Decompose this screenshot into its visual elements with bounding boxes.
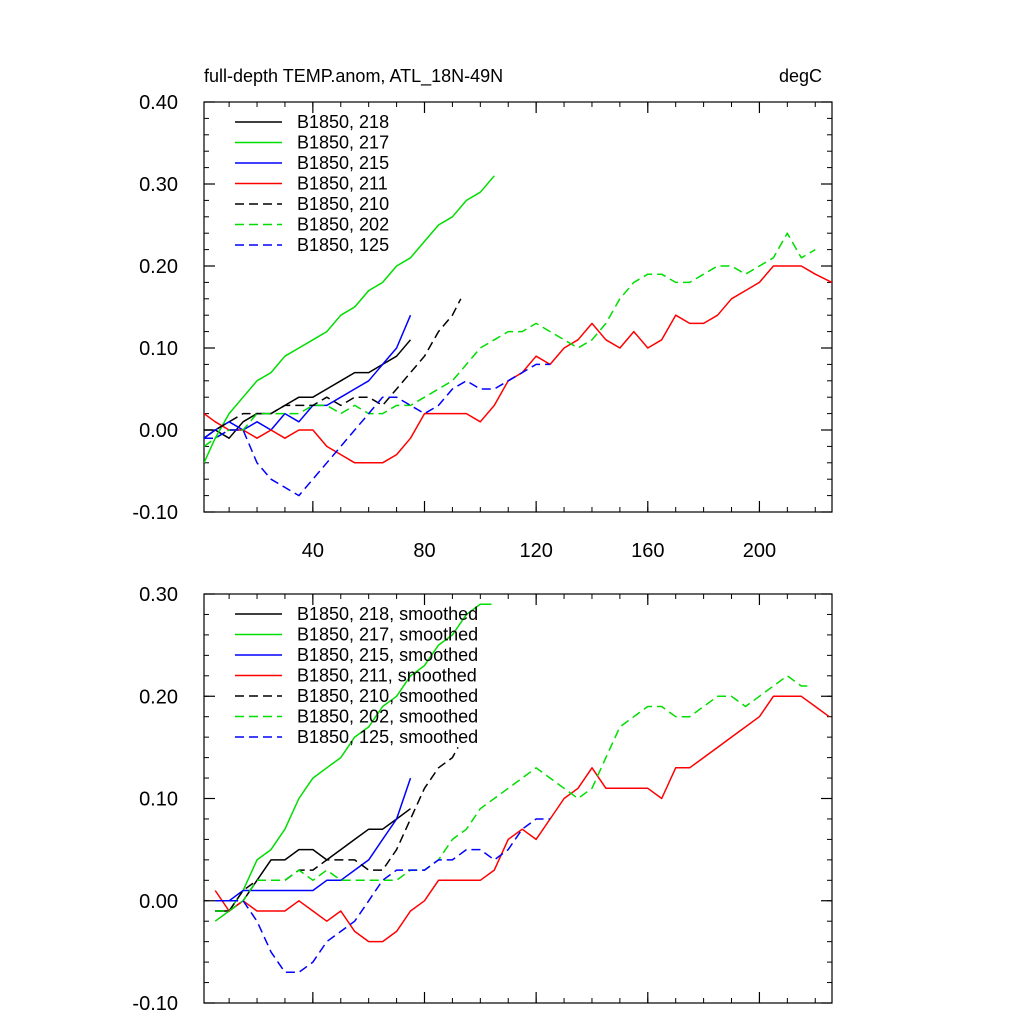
panel-2: -0.10 0.00 0.10 0.20 0.30 B1850, 218, smoothe… (132, 584, 833, 1015)
y-tick-label: 0.20 (139, 256, 178, 278)
series-line-6 (204, 232, 816, 448)
y-tick-label: 0.10 (139, 789, 178, 811)
series-group (204, 175, 832, 497)
x-tick-label: 120 (519, 540, 552, 562)
series-line-5 (204, 298, 462, 431)
y-tick-label: 0.00 (139, 891, 178, 913)
y-tick-label: 0.10 (139, 338, 178, 360)
y-tick-label: -0.10 (132, 993, 178, 1015)
y-tick-label: 0.20 (139, 686, 178, 708)
legend-label: B1850, 218, smoothed (297, 604, 478, 624)
series-line-3 (204, 314, 412, 439)
plot-frame (203, 101, 833, 513)
x-tick-label: 200 (743, 540, 776, 562)
legend-label: B1850, 125, smoothed (297, 727, 478, 747)
legend-label: B1850, 125 (297, 235, 389, 255)
series-line-5 (215, 747, 459, 912)
units-label: degC (779, 66, 822, 86)
series-line-4 (204, 265, 832, 464)
y-tick-label: -0.10 (132, 502, 178, 524)
series-line-2 (214, 603, 492, 922)
chart-title: full-depth TEMP.anom, ATL_18N-49N (204, 66, 503, 87)
x-tick-label: 40 (302, 540, 324, 562)
legend-label: B1850, 211 (297, 174, 388, 194)
series-line-7 (204, 363, 551, 497)
series-line-4 (214, 695, 830, 943)
legend-label: B1850, 210, smoothed (297, 686, 478, 706)
y-tick-label: 0.30 (139, 174, 178, 196)
panels: -0.10 0.00 0.10 0.20 0.30 0.40 40 80 120 160 200 B1… (132, 92, 833, 1015)
legend-label: B1850, 215, smoothed (297, 645, 478, 665)
legend-label: B1850, 210 (297, 194, 389, 214)
legend-label: B1850, 202 (297, 215, 389, 235)
series-group (214, 603, 830, 974)
legend-label: B1850, 218 (297, 112, 389, 132)
y-tick-label: 0.40 (139, 92, 178, 114)
series-line-1 (204, 339, 412, 439)
y-tick-label: 0.00 (139, 420, 178, 442)
y-tick-label: 0.30 (139, 584, 178, 606)
series-line-3 (215, 777, 412, 902)
x-tick-label: 160 (631, 540, 664, 562)
series-line-6 (215, 675, 810, 912)
legend-label: B1850, 217 (297, 133, 389, 153)
panel-1: -0.10 0.00 0.10 0.20 0.30 0.40 40 80 120 160 200 B1… (132, 92, 833, 562)
legend-label: B1850, 202, smoothed (297, 707, 478, 727)
legend-label: B1850, 211, smoothed (297, 666, 477, 686)
series-line-2 (204, 175, 495, 464)
series-line-1 (215, 808, 411, 912)
legend-label: B1850, 217, smoothed (297, 625, 478, 645)
series-line-7 (215, 818, 551, 974)
x-tick-label: 80 (413, 540, 435, 562)
legend-label: B1850, 215 (297, 153, 389, 173)
